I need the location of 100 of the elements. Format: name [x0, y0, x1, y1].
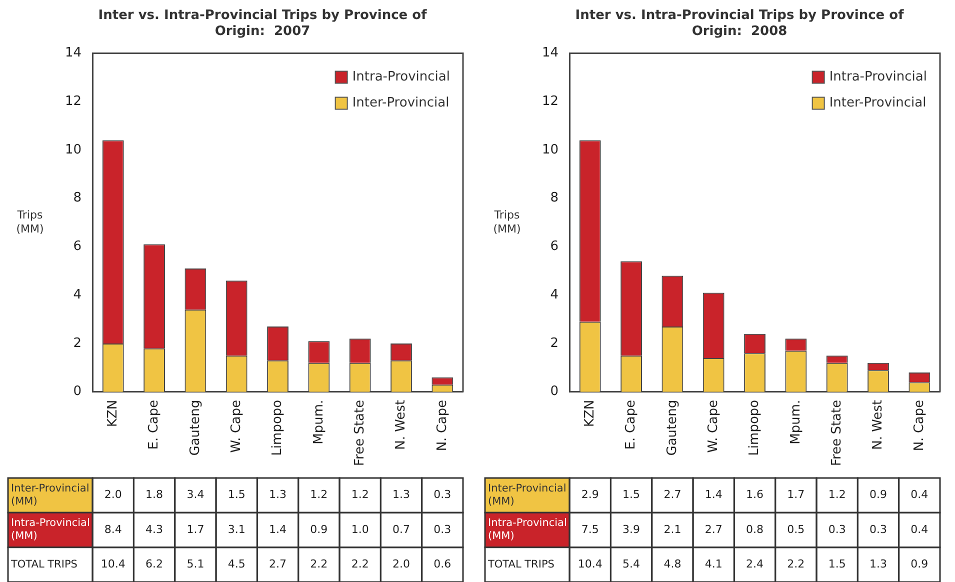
- text: 10.4: [100, 558, 126, 571]
- data-label: 8.4: [104, 522, 122, 536]
- chart-title: Inter vs. Intra-Provincial Trips by Province of Origin: 2007: [98, 8, 428, 39]
- data-label: 4.3: [146, 522, 164, 536]
- text: 5.4: [622, 558, 640, 571]
- data-label: 1.8: [146, 488, 164, 502]
- x-tick-label: W. Cape: [706, 400, 721, 453]
- data-label: 1.4: [704, 488, 722, 502]
- text: 2.2: [787, 558, 805, 571]
- y-tick-label: 2: [550, 336, 559, 351]
- y-tick-label: 4: [73, 287, 82, 302]
- y-tick-label: 10: [542, 142, 559, 158]
- legend-label: Inter-Provincial: [352, 96, 450, 111]
- data-label: 1.2: [310, 488, 328, 502]
- data-label: 0.7: [392, 522, 410, 536]
- y-axis-title: Trips (MM): [493, 208, 521, 236]
- text: Inter-Provincial (MM): [488, 482, 566, 508]
- y-tick-label: 14: [542, 46, 559, 61]
- text: Intra-Provincial (MM): [488, 517, 567, 542]
- legend-label: Intra-Provincial: [829, 70, 928, 85]
- x-tick-label: Gauteng: [664, 400, 680, 456]
- y-tick-label: 12: [64, 94, 82, 109]
- data-label: 1.5: [228, 488, 246, 502]
- data-label: 0.3: [870, 522, 888, 536]
- y-tick-label: 0: [550, 384, 559, 400]
- data-label: 0.3: [828, 522, 846, 536]
- text: 2.2: [310, 558, 328, 571]
- x-tick-label: W. Cape: [228, 400, 244, 453]
- y-tick-label: 2: [73, 336, 82, 351]
- text: 2.2: [351, 558, 369, 571]
- data-label: 0.9: [310, 522, 328, 536]
- text: TOTAL TRIPS: [487, 558, 555, 570]
- text: Intra-Provincial (MM): [11, 517, 90, 542]
- y-tick-label: 8: [73, 190, 82, 206]
- data-label: 7.5: [581, 522, 599, 536]
- data-label: 3.1: [228, 522, 246, 536]
- data-label: 0.3: [434, 488, 452, 502]
- y-tick-label: 14: [64, 46, 82, 61]
- data-label: 1.6: [746, 488, 764, 502]
- text: 6.2: [146, 558, 164, 571]
- data-label: 2.1: [664, 522, 682, 536]
- data-label: 2.7: [704, 522, 722, 536]
- data-label: 2.0: [104, 488, 122, 502]
- x-tick-label: Limpopo: [270, 400, 286, 456]
- y-tick-label: 4: [550, 287, 559, 302]
- chart-title: Inter vs. Intra-Provincial Trips by Province of Origin: 2008: [575, 8, 904, 39]
- data-label: 1.3: [392, 488, 410, 502]
- text: 2.7: [269, 558, 287, 571]
- data-label: 0.4: [910, 488, 928, 502]
- data-label: 0.4: [910, 522, 928, 536]
- data-label: 1.4: [269, 522, 287, 536]
- data-label: 0.8: [746, 522, 764, 536]
- data-label: 0.9: [870, 488, 888, 502]
- data-label: 2.7: [664, 488, 682, 502]
- legend-label: Intra-Provincial: [352, 70, 450, 85]
- x-tick-label: Gauteng: [188, 400, 203, 456]
- x-tick-label: E. Cape: [146, 400, 162, 450]
- x-tick-label: E. Cape: [624, 400, 639, 450]
- text: 2.0: [392, 558, 410, 571]
- x-tick-label: N. West: [870, 400, 886, 450]
- x-tick-label: Mpum.: [788, 400, 804, 444]
- text: 4.1: [704, 558, 722, 571]
- y-tick-label: 12: [542, 94, 559, 109]
- data-label: 1.2: [351, 488, 369, 502]
- data-label: 1.5: [622, 488, 640, 502]
- text: 4.5: [228, 558, 246, 571]
- y-tick-label: 10: [64, 142, 82, 158]
- text: 1.5: [828, 558, 846, 571]
- y-tick-label: 6: [550, 239, 559, 254]
- x-tick-label: N. Cape: [912, 400, 927, 452]
- y-tick-label: 8: [550, 190, 559, 206]
- text: 4.8: [664, 558, 682, 571]
- text: Inter-Provincial (MM): [11, 482, 90, 508]
- x-tick-label: Limpopo: [747, 400, 762, 456]
- y-tick-label: 0: [73, 384, 82, 400]
- x-tick-label: KZN: [582, 400, 598, 428]
- text: 0.9: [910, 558, 928, 571]
- x-tick-label: N. Cape: [434, 400, 450, 452]
- x-tick-label: Free State: [352, 400, 368, 466]
- data-label: 0.3: [434, 522, 452, 536]
- x-tick-label: N. West: [394, 400, 409, 450]
- data-label: 1.0: [351, 522, 369, 536]
- legend-label: Inter-Provincial: [829, 96, 926, 111]
- data-label: 1.7: [186, 522, 204, 536]
- text: 5.1: [186, 558, 204, 571]
- text: 10.4: [578, 558, 602, 571]
- y-tick-label: 6: [73, 239, 82, 254]
- data-label: 1.2: [828, 488, 846, 502]
- data-label: 1.3: [269, 488, 287, 502]
- data-label: 0.5: [787, 522, 805, 536]
- data-label: 2.9: [581, 488, 599, 502]
- text: TOTAL TRIPS: [10, 558, 78, 570]
- data-label: 3.4: [186, 488, 204, 502]
- x-tick-label: Free State: [829, 400, 844, 466]
- x-tick-label: Mpum.: [311, 400, 326, 444]
- data-label: 1.7: [787, 488, 805, 502]
- text: 2.4: [746, 558, 764, 571]
- data-label: 3.9: [622, 522, 640, 536]
- text: 0.6: [434, 558, 452, 571]
- y-axis-title: Trips (MM): [16, 208, 44, 236]
